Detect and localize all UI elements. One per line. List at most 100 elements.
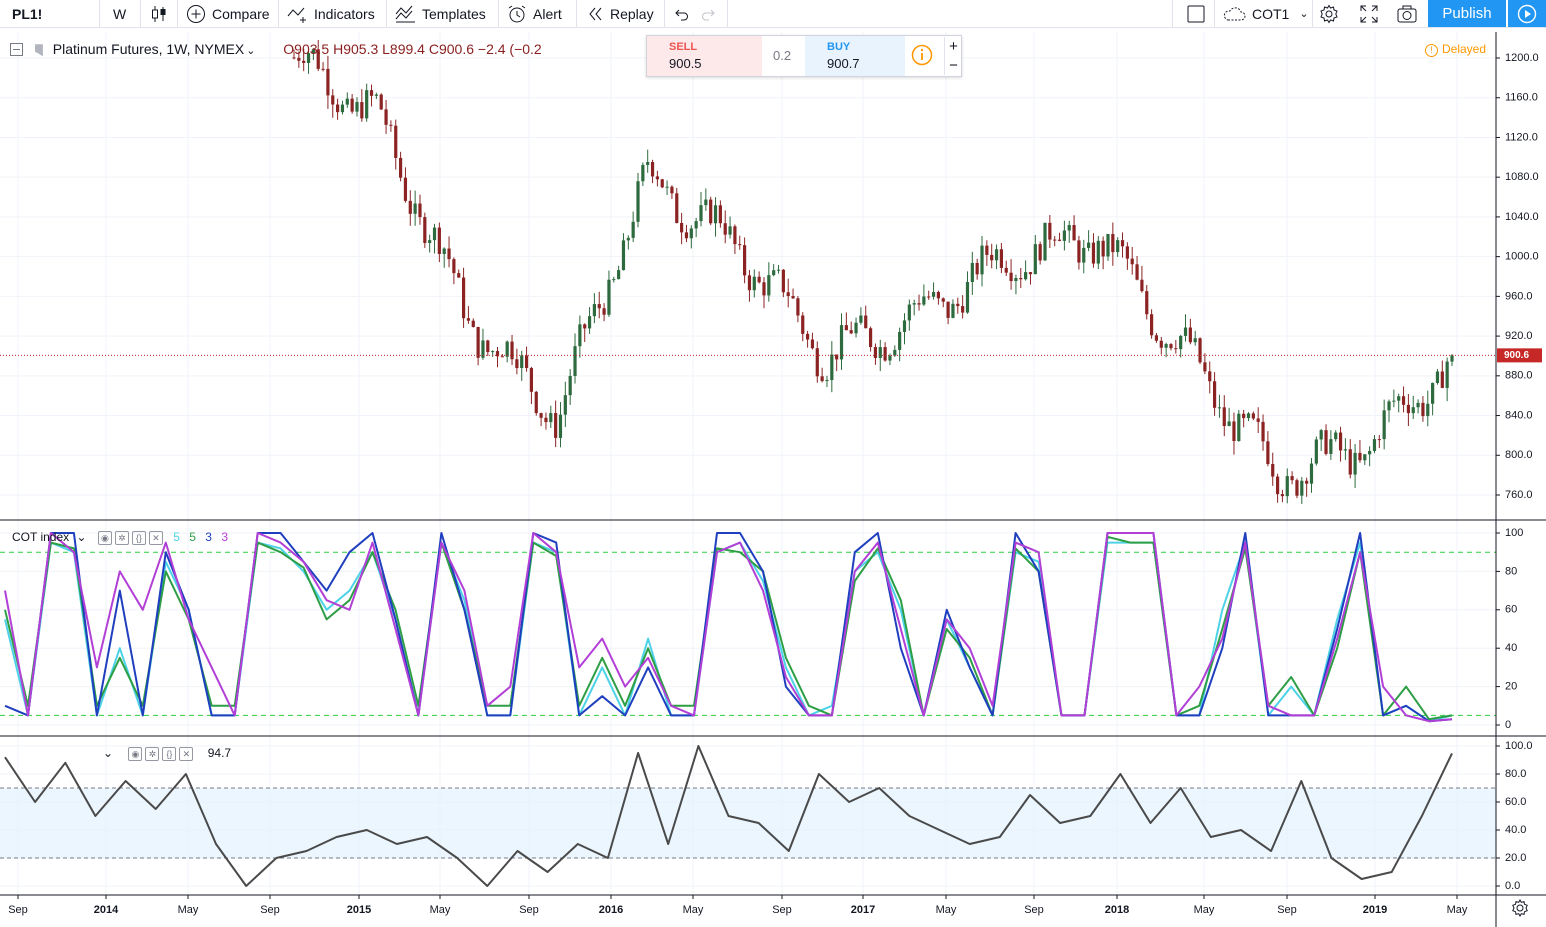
candle	[825, 375, 829, 388]
candle	[558, 402, 563, 448]
candle	[321, 62, 325, 72]
candle	[413, 190, 417, 226]
chart-settings-button[interactable]	[1510, 898, 1530, 923]
compare-button[interactable]: Compare	[186, 0, 270, 27]
play-button[interactable]	[1508, 0, 1546, 27]
symbol-search-button[interactable]: PL1!	[12, 0, 42, 27]
time-axis-label: May	[430, 904, 451, 916]
candle	[587, 307, 592, 334]
spread-value: 0.2	[773, 48, 792, 63]
settings-button[interactable]	[1319, 0, 1339, 27]
candle	[1033, 235, 1037, 275]
candle	[1290, 471, 1294, 485]
candle	[713, 197, 718, 237]
gear-icon[interactable]: ✲	[145, 746, 160, 761]
candle	[752, 269, 756, 298]
candle	[1149, 309, 1154, 339]
cot-tick-label: 100	[1505, 527, 1523, 539]
time-axis-label: May	[936, 904, 957, 916]
chevron-down-icon[interactable]: ⌄	[76, 530, 87, 544]
sell-button[interactable]: SELL 900.5	[647, 36, 762, 76]
candle	[500, 353, 504, 358]
info-icon[interactable]	[911, 44, 933, 69]
candle	[820, 367, 824, 383]
candle	[1198, 337, 1202, 365]
close-icon[interactable]: ✕	[179, 746, 194, 761]
indicators-button[interactable]: Indicators	[287, 0, 375, 27]
candle	[805, 330, 810, 348]
candle	[452, 257, 456, 285]
redo-icon	[702, 9, 715, 20]
cot-title[interactable]: COT index	[12, 530, 70, 544]
redo-button[interactable]	[700, 0, 718, 27]
cloud-icon	[1223, 6, 1246, 20]
publish-button[interactable]: Publish	[1428, 0, 1506, 27]
candle	[394, 119, 398, 170]
price-tick-label: 800.0	[1505, 449, 1533, 461]
oscillator-line	[4, 745, 1453, 887]
candle	[1411, 395, 1415, 420]
candle	[1237, 410, 1241, 442]
layout-name: COT1	[1252, 5, 1290, 22]
oscillator-series-line	[4, 745, 1453, 887]
replay-button[interactable]: Replay	[587, 0, 654, 27]
candle	[1256, 407, 1260, 434]
eye-icon[interactable]: ◉	[128, 746, 143, 761]
candle	[902, 313, 907, 345]
buy-button[interactable]: BUY 900.7	[805, 36, 905, 76]
candle	[655, 170, 659, 187]
gear-icon[interactable]: ✲	[114, 530, 129, 545]
candle	[374, 92, 378, 99]
candle	[636, 172, 640, 228]
candle	[1009, 259, 1013, 290]
candle	[1019, 267, 1023, 289]
series-title[interactable]: Platinum Futures, 1W, NYMEX	[52, 41, 245, 57]
source-code-icon[interactable]: {}	[131, 530, 146, 545]
collapse-icon[interactable]	[10, 42, 23, 56]
candle	[810, 332, 815, 350]
trade-panel: SELL 900.5 0.2 BUY 900.7 + −	[646, 35, 962, 77]
delayed-badge[interactable]: ! Delayed	[1425, 42, 1486, 57]
candle	[1067, 220, 1071, 243]
candle	[1314, 436, 1318, 466]
delayed-icon: !	[1425, 44, 1438, 57]
chart-canvas[interactable]: 1200.01160.01120.01080.01040.01000.0960.…	[0, 28, 1546, 927]
layout-save-button[interactable]: COT1 ⌄	[1222, 0, 1309, 27]
snapshot-button[interactable]	[1396, 0, 1418, 27]
chevron-down-icon[interactable]: ⌄	[246, 45, 256, 57]
chevron-down-icon[interactable]: ⌄	[103, 746, 114, 760]
chart-style-button[interactable]	[150, 0, 168, 27]
increase-button[interactable]: +	[944, 37, 962, 56]
time-axis-label: May	[1447, 904, 1468, 916]
decrease-button[interactable]: −	[944, 56, 962, 75]
candle	[515, 348, 519, 375]
candle	[1057, 232, 1062, 242]
candle	[946, 301, 950, 325]
undo-button[interactable]	[672, 0, 690, 27]
eye-icon[interactable]: ◉	[97, 530, 112, 545]
candle	[302, 48, 306, 72]
candle	[423, 212, 427, 248]
candles-icon	[152, 5, 166, 22]
alarm-clock-icon	[508, 5, 526, 22]
layout-toggle-button[interactable]	[1186, 0, 1206, 27]
candle	[292, 49, 296, 60]
alert-button[interactable]: Alert	[507, 0, 562, 27]
time-axis-label: Sep	[260, 904, 280, 916]
source-code-icon[interactable]: {}	[162, 746, 177, 761]
camera-icon	[1397, 5, 1417, 22]
candle	[1077, 235, 1081, 270]
candle	[1203, 353, 1207, 375]
time-axis-label: Sep	[519, 904, 539, 916]
interval-button[interactable]: W	[113, 0, 126, 27]
fullscreen-button[interactable]	[1359, 0, 1379, 27]
templates-button[interactable]: Templates	[395, 0, 486, 27]
candle	[534, 390, 538, 416]
candle	[617, 265, 621, 280]
close-icon[interactable]: ✕	[148, 530, 163, 545]
candle	[1145, 284, 1149, 320]
candle	[345, 92, 349, 108]
candle	[1135, 256, 1139, 281]
candle	[418, 194, 422, 225]
candle	[650, 159, 655, 184]
